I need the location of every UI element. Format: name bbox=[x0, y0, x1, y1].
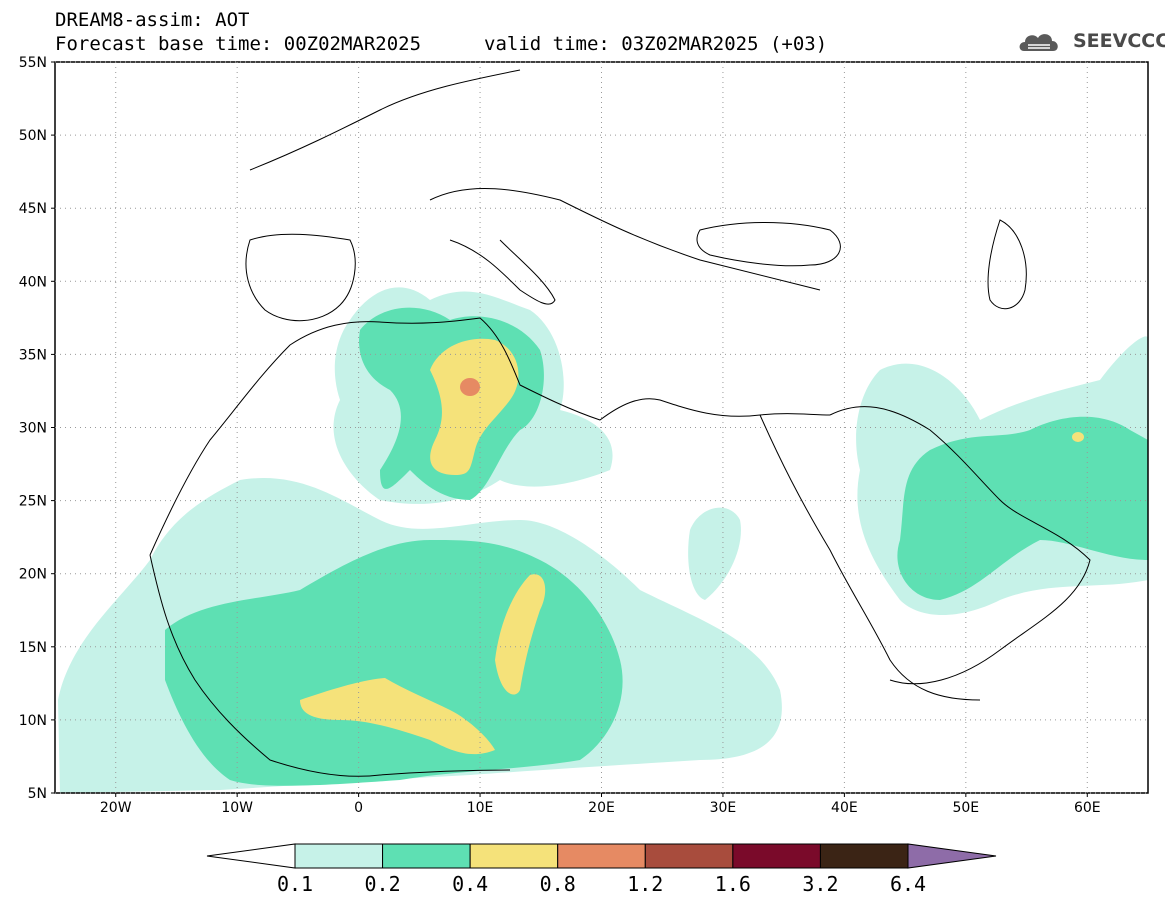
lon-label: 60E bbox=[1074, 800, 1101, 816]
lon-label: 0 bbox=[354, 800, 363, 816]
aot-0.2-arabia bbox=[897, 416, 1148, 600]
aot-0.4-gulf-dot bbox=[1072, 432, 1084, 442]
coast-caspian bbox=[987, 219, 1027, 310]
lat-label: 45N bbox=[19, 201, 47, 217]
coast-iberia bbox=[245, 233, 356, 322]
colorbar-segment bbox=[469, 843, 559, 869]
aot-0.1-egypt-patch bbox=[688, 507, 741, 600]
lon-label: 10W bbox=[221, 800, 253, 816]
colorbar-label: 6.4 bbox=[890, 872, 926, 896]
latitude-labels: 55N 50N 45N 40N 35N 30N 25N 20N 15N 10N 5N bbox=[19, 55, 55, 802]
colorbar-label: 0.4 bbox=[452, 872, 488, 896]
aot-0.4-nigeria bbox=[300, 678, 495, 755]
map-title: DREAM8-assim: AOT bbox=[55, 9, 250, 31]
lat-label: 50N bbox=[19, 128, 47, 144]
colorbar-segment bbox=[644, 843, 734, 869]
lat-label: 15N bbox=[19, 640, 47, 656]
longitude-labels: 20W 10W 0 10E 20E 30E 40E 50E 60E bbox=[100, 793, 1101, 816]
logo-text: SEEVCCC bbox=[1073, 30, 1165, 52]
coast-europe bbox=[249, 69, 821, 291]
colorbar-label: 0.8 bbox=[540, 872, 576, 896]
coast-north-africa bbox=[149, 317, 831, 556]
aot-0.8-hotspot bbox=[460, 378, 480, 396]
colorbar-segment bbox=[294, 843, 384, 869]
lon-label: 40E bbox=[831, 800, 858, 816]
coast-red-sea bbox=[759, 414, 981, 701]
aot-0.2-sahel bbox=[165, 540, 623, 786]
lat-label: 20N bbox=[19, 567, 47, 583]
lon-label: 20E bbox=[588, 800, 615, 816]
graticule bbox=[55, 61, 1148, 794]
lat-label: 35N bbox=[19, 347, 47, 363]
lat-label: 5N bbox=[28, 786, 47, 802]
lat-label: 55N bbox=[19, 55, 47, 71]
colorbar-low-arrow bbox=[206, 843, 296, 869]
colorbar-label: 0.1 bbox=[277, 872, 313, 896]
valid-time: valid time: 03Z02MAR2025 (+03) bbox=[484, 33, 828, 55]
aot-0.4-tunisia bbox=[430, 338, 519, 475]
lon-label: 30E bbox=[710, 800, 737, 816]
colorbar: 0.1 0.2 0.4 0.8 1.2 1.6 3.2 6.4 bbox=[206, 843, 997, 896]
colorbar-segment bbox=[382, 843, 471, 869]
lat-label: 25N bbox=[19, 494, 47, 510]
coast-italy bbox=[449, 239, 556, 305]
forecast-base-time: Forecast base time: 00Z02MAR2025 bbox=[55, 33, 422, 55]
colorbar-high-arrow bbox=[907, 843, 997, 869]
lat-label: 30N bbox=[19, 421, 47, 437]
lat-label: 40N bbox=[19, 274, 47, 290]
coast-west-africa bbox=[149, 554, 511, 777]
lat-label: 10N bbox=[19, 713, 47, 729]
colorbar-segment bbox=[732, 843, 821, 869]
colorbar-label: 1.6 bbox=[715, 872, 751, 896]
colorbar-segment bbox=[557, 843, 646, 869]
colorbar-label: 0.2 bbox=[365, 872, 401, 896]
colorbar-label: 3.2 bbox=[802, 872, 838, 896]
lon-label: 20W bbox=[100, 800, 132, 816]
coast-black-sea bbox=[696, 222, 841, 267]
coast-arabia bbox=[829, 406, 1091, 685]
aot-shading bbox=[58, 287, 1148, 793]
coastlines bbox=[149, 69, 1091, 777]
lon-label: 50E bbox=[952, 800, 979, 816]
aot-0.4-lake-chad bbox=[495, 574, 546, 695]
colorbar-label: 1.2 bbox=[627, 872, 663, 896]
seevccc-cloud-logo bbox=[1019, 34, 1058, 51]
colorbar-segment bbox=[819, 843, 909, 869]
lon-label: 10E bbox=[467, 800, 494, 816]
